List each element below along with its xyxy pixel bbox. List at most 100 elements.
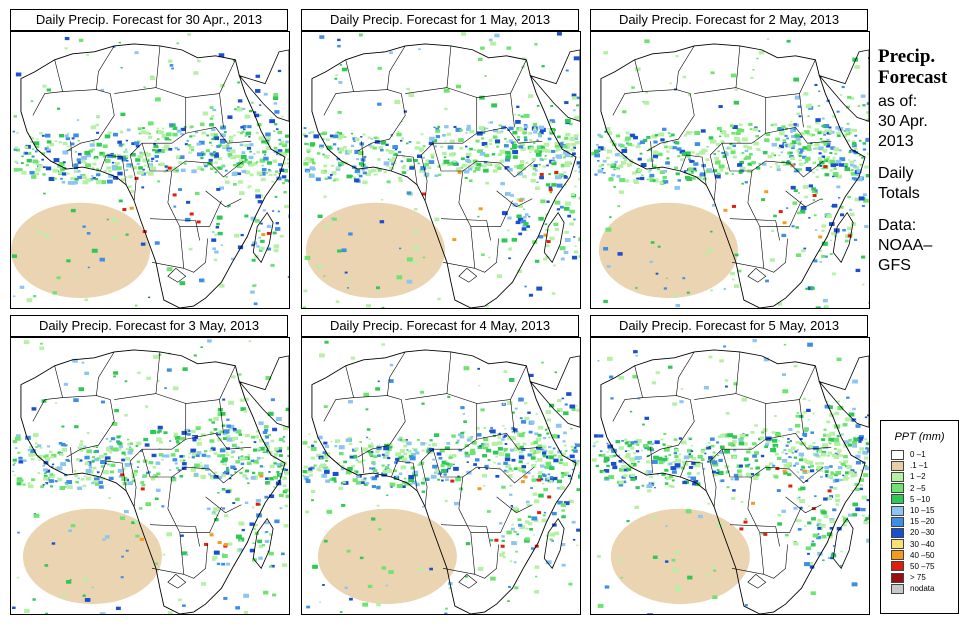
country-border <box>96 45 115 90</box>
country-border <box>709 461 717 507</box>
country-border <box>129 155 137 201</box>
country-border <box>470 226 499 273</box>
legend: PPT (mm) 0 –1.1 –1 1 –2 2 –5 5 –10 10 –15 15 … <box>880 420 959 614</box>
country-border <box>96 351 115 396</box>
country-border <box>205 496 242 514</box>
madagascar-outline <box>252 211 274 264</box>
country-border <box>323 59 355 116</box>
country-border <box>476 432 543 450</box>
precip-map-svg <box>11 338 289 614</box>
precip-map-1 <box>10 31 290 309</box>
madagascar-outline <box>832 211 854 264</box>
country-border <box>420 461 428 507</box>
legend-swatch <box>891 550 904 561</box>
country-border <box>219 93 224 128</box>
country-border <box>729 218 780 241</box>
country-border <box>500 160 535 178</box>
country-border <box>432 449 501 478</box>
legend-label: 50 –75 <box>910 561 935 571</box>
country-border <box>70 141 73 168</box>
arabia-outline <box>818 355 869 428</box>
arabia-outline <box>529 49 580 122</box>
country-border <box>205 190 242 208</box>
legend-label: 5 –10 <box>910 494 931 504</box>
legend-label: 0 –1 <box>910 450 926 460</box>
dry-region <box>610 508 750 605</box>
legend-item: 1 –2 <box>891 471 958 482</box>
country-border <box>129 87 187 156</box>
country-border <box>731 568 764 575</box>
arabia-outline <box>529 355 580 428</box>
country-border <box>70 447 73 474</box>
legend-swatch <box>891 583 904 594</box>
legend-swatch <box>891 561 904 572</box>
legend-item: 30 –40 <box>891 539 958 550</box>
panel-title-4: Daily Precip. Forecast for 3 May, 2013 <box>10 315 288 337</box>
legend-label: 1 –2 <box>910 472 926 482</box>
country-border <box>759 226 788 273</box>
country-border <box>747 476 802 533</box>
country-border <box>442 262 475 269</box>
country-border <box>167 573 187 589</box>
side-asof: as of: <box>878 93 918 110</box>
country-border <box>129 461 137 507</box>
country-border <box>785 190 822 208</box>
side-heading-line1: Precip. <box>878 46 936 67</box>
country-border <box>476 126 543 144</box>
country-border <box>179 226 208 273</box>
side-daily-line2: Totals <box>878 185 920 202</box>
dry-region <box>305 202 445 299</box>
country-border <box>440 524 491 547</box>
legend-swatch <box>891 494 904 505</box>
precip-map-svg <box>591 32 869 308</box>
legend-label: 2 –5 <box>910 483 926 493</box>
dry-region <box>11 202 150 299</box>
dry-region <box>317 508 457 605</box>
precip-cells <box>302 340 580 614</box>
country-border <box>209 160 244 178</box>
country-border <box>141 449 210 478</box>
legend-item: > 75 <box>891 572 958 583</box>
country-border <box>676 45 695 90</box>
side-daily-line1: Daily <box>878 165 914 182</box>
precip-map-2 <box>301 31 581 309</box>
country-border <box>129 393 187 462</box>
legend-item: 2 –5 <box>891 483 958 494</box>
legend-swatch <box>891 471 904 482</box>
country-border <box>759 532 788 579</box>
legend-item: 20 –30 <box>891 527 958 538</box>
legend-item: .1 –1 <box>891 460 958 471</box>
country-border <box>470 532 499 579</box>
country-border <box>731 262 764 269</box>
dry-region <box>22 508 162 605</box>
legend-swatch <box>891 527 904 538</box>
country-border <box>500 466 535 484</box>
legend-swatch <box>891 505 904 516</box>
arabia-outline <box>238 355 289 428</box>
legend-swatch <box>891 460 904 471</box>
precip-map-4 <box>10 337 290 615</box>
country-border <box>420 87 478 156</box>
country-border <box>420 393 478 462</box>
country-border <box>167 267 187 283</box>
country-border <box>361 141 364 168</box>
country-border <box>510 93 515 128</box>
legend-item: 10 –15 <box>891 505 958 516</box>
country-border <box>151 568 184 575</box>
panel-title-3: Daily Precip. Forecast for 2 May, 2013 <box>590 9 868 31</box>
country-border <box>680 460 707 491</box>
country-border <box>709 155 717 201</box>
country-border <box>496 190 533 208</box>
side-date-line1: 30 Apr. <box>878 113 928 130</box>
country-border <box>789 160 824 178</box>
legend-label: > 75 <box>910 573 926 583</box>
legend-label: 40 –50 <box>910 550 935 560</box>
legend-swatch <box>891 516 904 527</box>
country-border <box>387 45 406 90</box>
country-border <box>747 573 767 589</box>
precip-map-6 <box>590 337 870 615</box>
country-border <box>151 262 184 269</box>
country-border <box>32 365 64 422</box>
precip-cells <box>12 339 289 614</box>
precip-map-svg <box>591 338 869 614</box>
